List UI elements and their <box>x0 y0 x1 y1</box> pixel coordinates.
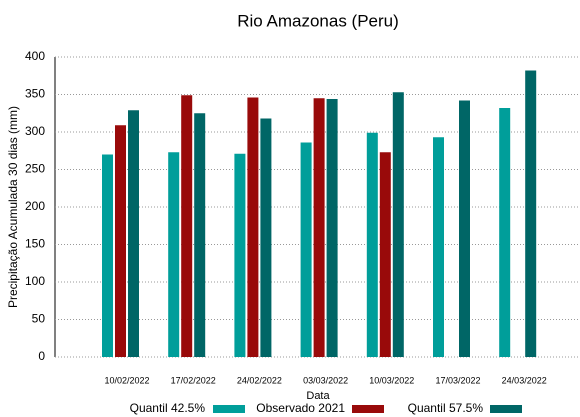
bar <box>102 154 113 357</box>
x-axis-label: Data <box>306 390 330 402</box>
bar <box>181 95 193 357</box>
y-tick-label: 350 <box>25 87 45 101</box>
y-axis-label: Precipitação Acumulada 30 dias (mm) <box>6 106 20 308</box>
bar <box>366 132 378 357</box>
x-tick-label: 17/02/2022 <box>171 375 216 385</box>
legend-swatch <box>352 405 384 413</box>
x-tick-label: 03/03/2022 <box>303 375 348 385</box>
y-tick-label: 300 <box>25 124 45 138</box>
x-tick-label: 17/03/2022 <box>435 375 480 385</box>
legend-label: Observado 2021 <box>256 401 345 415</box>
x-tick-label: 10/03/2022 <box>369 375 414 385</box>
bar <box>260 118 272 357</box>
legend-swatch <box>490 405 522 413</box>
y-tick-label: 200 <box>25 199 45 213</box>
bar <box>326 99 338 357</box>
y-tick-label: 150 <box>25 237 45 251</box>
bar <box>194 113 206 357</box>
legend-label: Quantil 42.5% <box>130 401 206 415</box>
bar <box>300 142 312 357</box>
bar <box>459 100 470 357</box>
legend-label: Quantil 57.5% <box>408 401 484 415</box>
bar <box>499 108 511 357</box>
bar <box>525 70 537 357</box>
x-tick-label: 24/02/2022 <box>237 375 282 385</box>
bar <box>313 98 325 357</box>
bar <box>392 92 404 357</box>
bar <box>247 97 259 357</box>
y-tick-label: 100 <box>25 274 45 288</box>
chart-title: Rio Amazonas (Peru) <box>237 11 399 30</box>
y-tick-label: 400 <box>25 49 45 63</box>
y-tick-label: 0 <box>38 349 45 363</box>
x-tick-label: 24/03/2022 <box>502 375 547 385</box>
bar <box>379 152 391 357</box>
legend-swatch <box>213 405 245 413</box>
bar <box>115 125 126 357</box>
bar <box>433 137 444 357</box>
x-tick-label: 10/02/2022 <box>104 375 149 385</box>
y-tick-label: 250 <box>25 162 45 176</box>
y-tick-label: 50 <box>32 312 46 326</box>
bar <box>234 153 246 357</box>
bar <box>168 152 180 357</box>
bar <box>128 110 139 357</box>
